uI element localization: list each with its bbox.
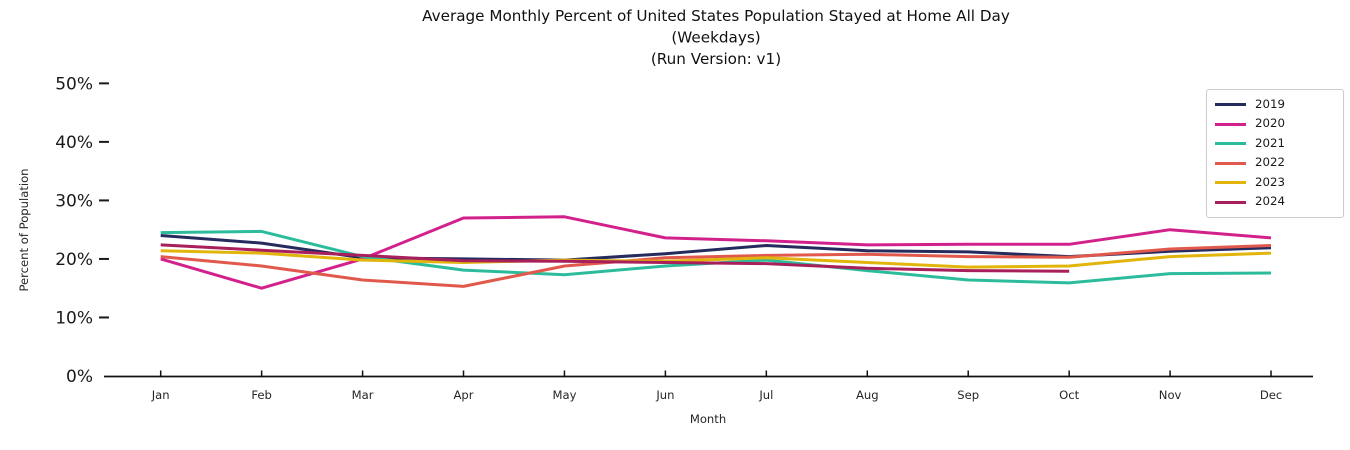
series-line-2023	[160, 249, 1272, 269]
x-axis-label: Month	[690, 412, 726, 426]
x-tick-label: Jun	[655, 388, 674, 402]
legend-swatch-2024	[1215, 200, 1246, 204]
x-tick-label: Mar	[352, 388, 374, 402]
legend-item-2020: 2020	[1215, 115, 1333, 135]
legend-swatch-2023	[1215, 181, 1246, 185]
series-line-2024	[160, 243, 1070, 273]
legend-item-2024: 2024	[1215, 193, 1333, 213]
legend-swatch-2021	[1215, 142, 1246, 146]
legend-swatch-2019	[1215, 103, 1246, 107]
y-tick-label: 50%	[55, 74, 93, 94]
x-tick-label: Nov	[1159, 388, 1182, 402]
y-tick-label: 20%	[55, 250, 93, 270]
y-tick-label: 0%	[66, 367, 93, 387]
legend-label: 2024	[1255, 194, 1286, 209]
legend-swatch-2022	[1215, 161, 1246, 165]
chart-title-line3: (Run Version: v1)	[651, 50, 781, 68]
x-axis-ticks: Jan Feb Mar Apr May Jun Jul Aug Sep Oct Nov Dec	[151, 370, 1282, 402]
legend-item-2022: 2022	[1215, 154, 1333, 174]
y-axis-label: Percent of Population	[17, 168, 31, 291]
x-tick-label: Oct	[1059, 388, 1079, 402]
series-line-2022	[160, 244, 1272, 288]
x-tick-label: Aug	[856, 388, 879, 402]
x-tick-label: Apr	[453, 388, 473, 402]
y-axis-ticks: 0% 10% 20% 30% 40% 50%	[55, 74, 109, 387]
chart-title-line1: Average Monthly Percent of United States…	[422, 7, 1010, 25]
x-tick-label: Jul	[758, 388, 773, 402]
legend-item-2021: 2021	[1215, 134, 1333, 154]
x-tick-label: Feb	[251, 388, 272, 402]
legend-label: 2019	[1255, 96, 1286, 111]
legend-label: 2021	[1255, 135, 1286, 150]
y-tick-label: 40%	[55, 133, 93, 153]
y-tick-label: 30%	[55, 191, 93, 211]
legend-item-2019: 2019	[1215, 95, 1333, 115]
legend-label: 2023	[1255, 174, 1286, 189]
legend-swatch-2020	[1215, 122, 1246, 126]
legend-label: 2022	[1255, 155, 1286, 170]
series-lines	[160, 215, 1272, 290]
x-tick-label: Dec	[1260, 388, 1282, 402]
legend: 2019 2020 2021 2022 2023 2024	[1206, 89, 1344, 218]
series-line-2020	[160, 215, 1272, 290]
chart-title-line2: (Weekdays)	[671, 29, 760, 47]
legend-label: 2020	[1255, 116, 1286, 131]
legend-item-2023: 2023	[1215, 173, 1333, 193]
y-tick-label: 10%	[55, 308, 93, 328]
x-tick-label: May	[552, 388, 576, 402]
x-tick-label: Jan	[151, 388, 170, 402]
x-tick-label: Sep	[957, 388, 979, 402]
